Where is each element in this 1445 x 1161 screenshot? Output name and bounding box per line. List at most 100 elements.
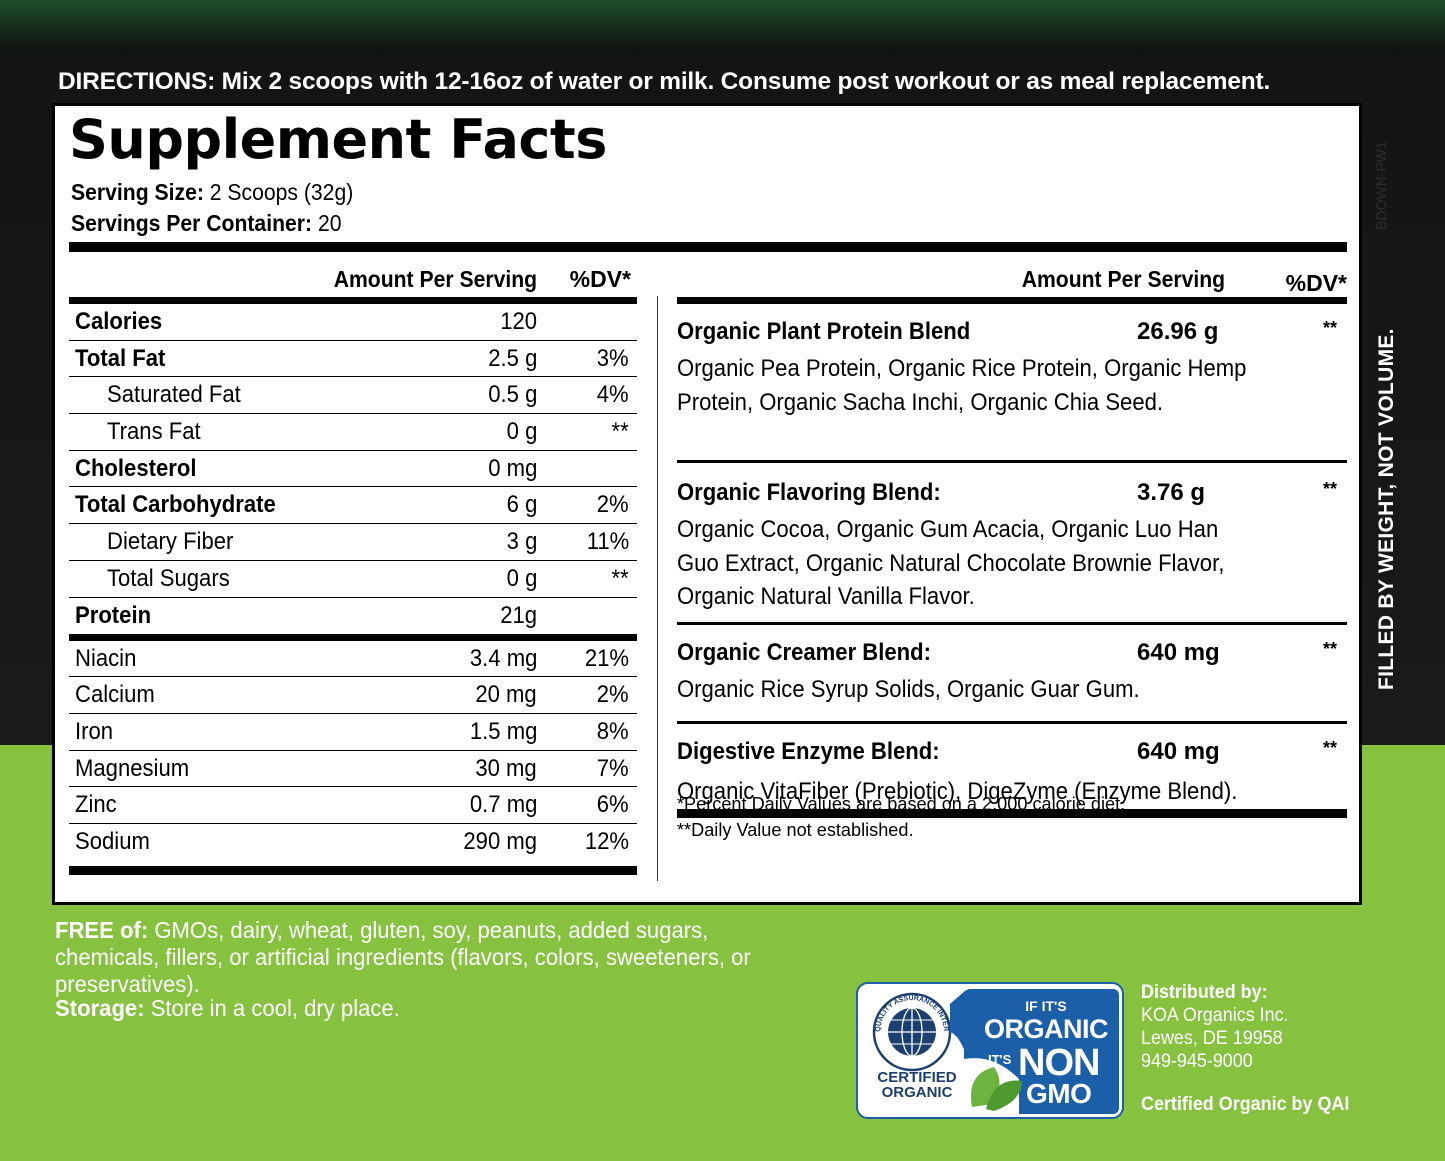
nutrient-name: Iron: [75, 717, 114, 745]
header-divider: [69, 242, 1347, 252]
nutrient-dv: **: [611, 564, 629, 592]
blend-dv: **: [1322, 639, 1337, 659]
nutrient-amount: 1.5 mg: [469, 717, 537, 745]
certified-organic-label: CERTIFIED ORGANIC: [877, 1069, 957, 1101]
blend-thick-rule: [677, 297, 1347, 304]
blend-amount: 640 mg: [1137, 639, 1220, 666]
organic-label: ORGANIC: [984, 1014, 1109, 1044]
blend-name: Digestive Enzyme Blend:: [677, 738, 940, 765]
nutrient-name: Saturated Fat: [107, 381, 241, 409]
table-row: Total Sugars 0 g **: [69, 561, 637, 598]
nutrient-amount: 30 mg: [475, 754, 537, 782]
nutrient-dv: 2%: [597, 681, 629, 709]
blend-table: Amount Per Serving %DV* Organic Plant Pr…: [677, 263, 1347, 818]
non-gmo-panel: [964, 989, 1119, 1114]
nutrient-name: Sodium: [75, 827, 150, 855]
certified-by-qai: Certified Organic by QAI: [1141, 1093, 1350, 1115]
nutrient-dv: **: [611, 418, 629, 446]
table-thick-rule: [69, 297, 637, 304]
table-row: Protein 21g: [69, 598, 637, 641]
blend-dv: **: [1322, 738, 1337, 758]
amount-header: Amount Per Serving: [333, 266, 537, 292]
storage-statement: Storage: Store in a cool, dry place.: [55, 995, 400, 1021]
table-row: Sodium 290 mg 12%: [69, 824, 637, 861]
nutrient-dv: 2%: [597, 491, 629, 519]
nutrient-name: Total Carbohydrate: [75, 491, 276, 519]
blend-ingredients: Organic Rice Syrup Solids, Organic Guar …: [677, 676, 1140, 703]
blend-dv: **: [1322, 479, 1337, 499]
nutrient-amount: 20 mg: [475, 681, 537, 709]
its-label: IT'S: [988, 1052, 1012, 1067]
table-row: Calcium 20 mg 2%: [69, 677, 637, 714]
nutrient-dv: 11%: [586, 528, 629, 556]
leaf-icon: [964, 1058, 1022, 1114]
blend-item: Digestive Enzyme Blend: 640 mg ** Organic V…: [677, 738, 1347, 818]
supplement-facts-panel: Supplement Facts Serving Size: 2 Scoops …: [52, 103, 1362, 905]
nutrient-amount: 3.4 mg: [469, 644, 537, 672]
nutrient-dv: 7%: [597, 754, 629, 782]
table-row: Saturated Fat 0.5 g 4%: [69, 377, 637, 415]
nutrient-name: Total Sugars: [107, 564, 230, 592]
nutrient-amount: 0.5 g: [487, 381, 537, 409]
blend-list: Organic Plant Protein Blend 26.96 g ** Orga…: [677, 318, 1347, 818]
certification-badge: QUALITY ASSURANCE INTERNATIONAL CERTIFIE…: [856, 982, 1124, 1119]
servings-per-container: Servings Per Container: 20: [71, 210, 342, 236]
blend-name: Organic Plant Protein Blend: [677, 318, 971, 345]
nutrient-amount: 3 g: [506, 528, 537, 556]
nutrient-name: Dietary Fiber: [107, 528, 234, 556]
table-row: Iron 1.5 mg 8%: [69, 714, 637, 751]
table-row: Calories 120: [69, 304, 637, 341]
blend-item: Organic Flavoring Blend: 3.76 g ** Organic …: [677, 479, 1347, 625]
column-divider: [657, 296, 658, 881]
blend-ingredients: Organic Pea Protein, Organic Rice Protei…: [677, 355, 1247, 416]
nutrient-amount: 6 g: [506, 491, 537, 519]
footnotes: *Percent Daily Values are based on a 2,0…: [677, 791, 1125, 843]
nutrient-rows: Calories 120 Total Fat 2.5 g 3% Saturated Fat…: [69, 304, 637, 861]
nutrient-amount: 21g: [500, 601, 537, 629]
blend-item: Organic Plant Protein Blend 26.96 g ** Orga…: [677, 318, 1347, 463]
nutrient-dv: 4%: [597, 381, 629, 409]
distributor-info: Distributed by: KOA Organics Inc. Lewes,…: [1141, 981, 1289, 1072]
nutrient-amount: 290 mg: [463, 827, 537, 855]
blend-dv-header: %DV*: [1285, 270, 1347, 296]
free-of-statement: FREE of: GMOs, dairy, wheat, gluten, soy…: [55, 917, 751, 997]
nutrient-amount: 0 g: [506, 564, 537, 592]
nutrient-table: Amount Per Serving %DV* Calories 120 Total…: [69, 263, 637, 875]
non-label: NON: [1018, 1042, 1100, 1084]
table-row: Niacin 3.4 mg 21%: [69, 641, 637, 678]
nutrient-name: Trans Fat: [107, 418, 201, 446]
nutrient-name: Magnesium: [75, 754, 190, 782]
nutrient-name: Calcium: [75, 681, 155, 709]
nutrient-amount: 0.7 mg: [469, 791, 537, 819]
footnote-not-established: **Daily Value not established.: [677, 819, 914, 840]
table-row: Magnesium 30 mg 7%: [69, 751, 637, 788]
table-row: Total Fat 2.5 g 3%: [69, 341, 637, 378]
blend-dv: **: [1322, 318, 1337, 338]
nutrient-amount: 0 mg: [487, 454, 537, 482]
nutrient-amount: 120: [500, 308, 537, 335]
qai-seal-icon: QUALITY ASSURANCE INTERNATIONAL: [858, 984, 966, 1072]
nutrient-name: Total Fat: [75, 344, 166, 372]
nutrient-dv: 21%: [584, 644, 629, 672]
blend-amount: 26.96 g: [1137, 318, 1219, 345]
nutrient-amount: 0 g: [506, 418, 537, 446]
table-row: Zinc 0.7 mg 6%: [69, 787, 637, 824]
dv-header: %DV*: [569, 266, 631, 292]
if-its-label: IF IT'S: [1025, 998, 1067, 1014]
blend-amount-header: Amount Per Serving: [1021, 266, 1225, 292]
directions-text: DIRECTIONS: Mix 2 scoops with 12-16oz of…: [58, 68, 1271, 95]
panel-title: Supplement Facts: [69, 108, 607, 171]
gmo-label: GMO: [1026, 1078, 1092, 1109]
blend-ingredients: Organic VitaFiber (Prebiotic), DigeZyme …: [677, 778, 1238, 805]
blend-item: Organic Creamer Blend: 640 mg ** Organic Ri…: [677, 639, 1347, 724]
lot-code: BDOWN-PW1: [1373, 141, 1389, 230]
table-row: Cholesterol 0 mg: [69, 451, 637, 488]
nutrient-name: Zinc: [75, 791, 117, 819]
nutrient-dv: 6%: [597, 791, 629, 819]
table-bottom-rule: [69, 865, 637, 875]
fill-notice: FILLED BY WEIGHT, NOT VOLUME.: [1375, 328, 1398, 690]
blend-table-header: Amount Per Serving %DV*: [677, 263, 1347, 297]
nutrient-name: Niacin: [75, 644, 137, 672]
table-row: Total Carbohydrate 6 g 2%: [69, 487, 637, 525]
blend-amount: 3.76 g: [1137, 479, 1206, 506]
